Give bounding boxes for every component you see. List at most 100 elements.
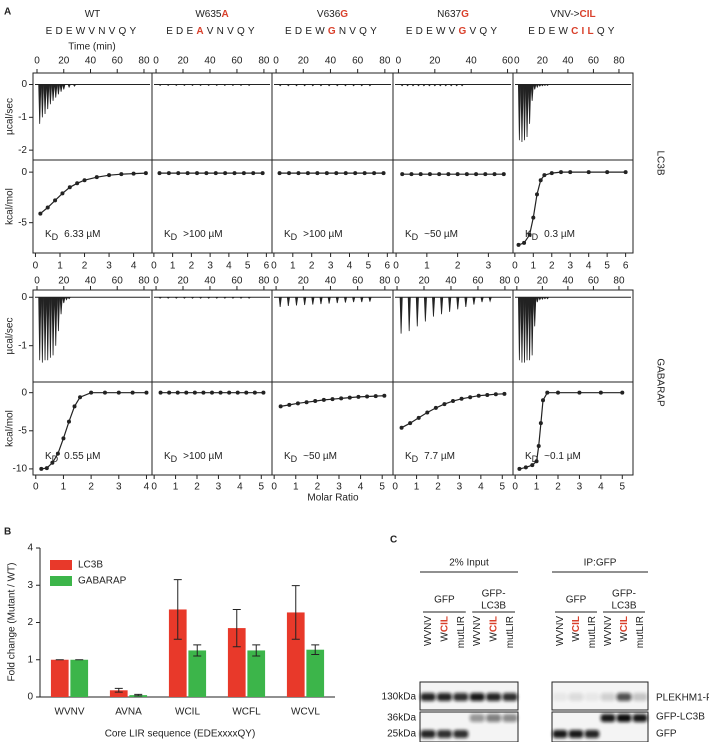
injection-peak: [533, 297, 537, 327]
injection-peak: [433, 84, 437, 87]
injection-peak: [191, 296, 194, 299]
column-title-part: N637: [437, 9, 461, 20]
column-title-part: CIL: [580, 9, 596, 20]
blot-bottom: [419, 711, 519, 742]
x-tick-label: 5: [245, 261, 251, 272]
column-title-part: W635: [195, 9, 222, 20]
x-tick-label: 4: [478, 482, 484, 493]
isotherm-point: [324, 171, 329, 176]
sequence-part: A: [196, 26, 206, 37]
isotherm-point: [522, 240, 527, 245]
x-tick-label: 2: [555, 482, 561, 493]
kd-label: KD 6.33 µM: [45, 229, 101, 243]
bar: [109, 690, 128, 697]
injection-peak: [303, 297, 307, 306]
isotherm-point: [568, 170, 573, 175]
lane-label-part: CIL: [571, 616, 582, 632]
thermogram-frame: [151, 289, 273, 383]
isotherm-point: [305, 171, 310, 176]
x-tick-label: 4: [144, 482, 150, 493]
isotherm-point: [400, 172, 405, 177]
injection-peak: [207, 296, 211, 299]
isotherm-point: [157, 171, 162, 176]
y-tick-label: 1: [27, 654, 33, 665]
injection-peak: [43, 84, 47, 115]
injection-peak: [327, 297, 331, 304]
injection-peak: [335, 84, 339, 87]
injection-peak: [46, 84, 50, 110]
injection-peak: [40, 297, 44, 363]
injection-peak: [38, 84, 42, 124]
x-tick-label: 4: [586, 261, 592, 272]
x-tick-label: 5: [604, 261, 610, 272]
x-tick-label: 20: [537, 276, 549, 287]
construct-label: GFP-: [612, 589, 636, 600]
isotherm-point: [167, 390, 172, 395]
x-tick-label: 3: [106, 261, 112, 272]
column-title-part: A: [221, 9, 228, 20]
x-tick-label: 5: [366, 261, 372, 272]
injection-peak: [432, 297, 436, 317]
isotherm-point: [501, 172, 506, 177]
y-axis-label: kcal/mol: [5, 188, 16, 225]
isotherm-point: [334, 171, 339, 176]
injection-peak: [231, 84, 235, 87]
blot-band: [600, 714, 616, 722]
isotherm-point: [542, 173, 547, 178]
isotherm-point: [437, 172, 442, 177]
construct-label: LC3B: [611, 601, 636, 612]
blot-band: [486, 693, 502, 701]
isotherm-point: [251, 171, 256, 176]
y-tick-label: -10: [13, 464, 28, 475]
x-tick-label: 2: [88, 482, 94, 493]
kd-value: 0.55 µM: [64, 451, 100, 462]
injection-peak: [199, 84, 202, 87]
x-tick-label: 40: [325, 276, 337, 287]
blot-band: [436, 730, 452, 738]
x-tick-label: 20: [177, 56, 189, 67]
isotherm-point: [235, 390, 240, 395]
injection-peak: [368, 297, 372, 302]
isotherm-point: [545, 390, 550, 395]
x-tick-label: 0: [271, 482, 277, 493]
column-title: V636G: [317, 9, 348, 20]
injection-peak: [46, 297, 50, 361]
isotherm-point: [485, 392, 490, 397]
blot-band: [420, 730, 436, 738]
injection-peak: [215, 296, 219, 299]
isotherm-point: [455, 172, 460, 177]
isotherm-point: [39, 466, 44, 471]
injection-peak: [223, 296, 227, 299]
isotherm-point: [459, 396, 464, 401]
band-label: GFP-LC3B: [656, 712, 705, 723]
injection-peak: [525, 84, 529, 138]
lane-label-part: CIL: [488, 616, 499, 632]
sequence-part: NVQY: [339, 26, 380, 37]
isotherm-point: [201, 390, 206, 395]
lane-label-part: mutLIR: [455, 616, 466, 648]
isotherm-point: [296, 171, 301, 176]
x-tick-label: 4: [131, 261, 137, 272]
isotherm-point: [408, 421, 413, 426]
size-marker: 130kDa: [382, 692, 417, 703]
sequence-part: CIL: [571, 26, 597, 37]
x-tick-label: 60: [352, 56, 364, 67]
error-bar: [134, 693, 143, 697]
x-tick-label: 80: [138, 56, 150, 67]
band-label: PLEKHM1-Flag: [656, 693, 709, 704]
column-title-part: WT: [85, 9, 101, 20]
kd-value: 7.7 µM: [424, 451, 455, 462]
x-tick-label: 80: [379, 56, 391, 67]
blot-band: [568, 730, 584, 738]
isotherm-point: [425, 410, 430, 415]
column-title: WT: [85, 9, 101, 20]
x-tick-label: 40: [325, 56, 337, 67]
isotherm-point: [175, 390, 180, 395]
isotherm-point: [586, 170, 591, 175]
bar: [168, 609, 187, 697]
isotherm-point: [549, 171, 554, 176]
kd-symbol: K: [164, 229, 171, 240]
isotherm-point: [347, 395, 352, 400]
injection-peak: [407, 297, 411, 332]
sequence-part: G: [328, 26, 339, 37]
